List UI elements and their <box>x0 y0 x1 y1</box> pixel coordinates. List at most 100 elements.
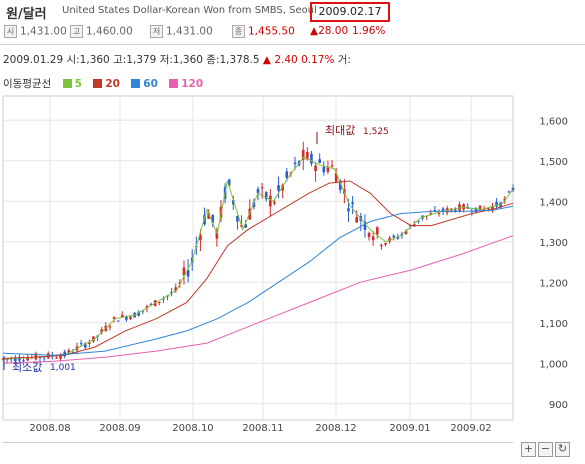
candle-body <box>145 306 149 309</box>
candle-body <box>260 187 264 189</box>
candle-body <box>162 298 165 300</box>
legend-swatch-5 <box>62 79 72 88</box>
info-high: 1,379 <box>126 54 157 66</box>
candle-body <box>338 180 342 190</box>
candle-body <box>34 353 38 360</box>
candle-body <box>301 149 305 160</box>
zoom-out-button[interactable]: − <box>538 442 553 457</box>
plot-area <box>2 95 514 421</box>
candle-body <box>499 202 502 208</box>
candle-body <box>408 225 412 227</box>
x-tick-label: 2008.12 <box>315 423 356 434</box>
change-pct-value: 1.96% <box>352 25 386 37</box>
reset-button[interactable]: ↻ <box>555 442 570 457</box>
header-bar: 원/달러 United States Dollar-Korean Won fro… <box>0 0 585 22</box>
x-tick-label: 2008.11 <box>242 423 283 434</box>
candle-body <box>170 292 173 294</box>
candle-body <box>186 269 190 277</box>
legend-label-5[interactable]: 5 <box>74 78 82 90</box>
candle-body <box>347 208 350 212</box>
ma-line-20 <box>2 180 514 359</box>
candle-body <box>264 192 268 200</box>
x-tick-label: 2009.01 <box>389 423 430 434</box>
candle-body <box>396 237 400 239</box>
candle-body <box>306 151 309 160</box>
moving-average-lines <box>2 156 514 364</box>
info-volume-label: 거: <box>337 54 351 66</box>
moving-average-legend: 이동평균선 5 20 60 120 <box>3 76 203 91</box>
open-icon: 시 <box>4 25 17 38</box>
candle-body <box>14 357 17 362</box>
info-close: 1,378.5 <box>219 54 260 66</box>
candle-body <box>462 204 465 210</box>
ma-line-120 <box>2 235 514 364</box>
candle-body <box>367 232 371 238</box>
y-tick-label: 1,000 <box>539 359 568 370</box>
info-low: 1,360 <box>172 54 203 66</box>
info-change: ▲ 2.40 <box>262 54 298 66</box>
candle-body <box>67 350 71 354</box>
candle-body <box>26 358 29 361</box>
legend-label-120[interactable]: 120 <box>181 78 204 90</box>
candle-body <box>281 184 284 191</box>
candle-body <box>384 243 387 245</box>
candle-body <box>474 207 478 213</box>
zoom-in-button[interactable]: + <box>521 442 536 457</box>
candle-body <box>293 162 297 165</box>
candle-body <box>88 342 91 344</box>
legend-label-20[interactable]: 20 <box>105 78 120 90</box>
chart-title: 원/달러 <box>6 7 47 22</box>
ma-line-5 <box>2 156 514 360</box>
candle-body <box>314 165 317 172</box>
candle-body <box>18 356 21 361</box>
candle-body <box>507 191 511 193</box>
candle-body <box>478 205 482 211</box>
time-scrollbar[interactable] <box>3 442 513 455</box>
candle-body <box>404 231 408 234</box>
change-value: ▲28.00 <box>310 25 349 37</box>
candle-body <box>310 153 313 164</box>
candle-body <box>482 208 486 211</box>
info-high-label: 고: <box>113 54 127 66</box>
y-tick-label: 900 <box>549 400 568 411</box>
candle-body <box>330 165 334 167</box>
candle-body <box>318 159 321 163</box>
y-tick-label: 1,100 <box>539 319 568 330</box>
legend-label-60[interactable]: 60 <box>143 78 158 90</box>
candle-body <box>355 217 359 223</box>
x-tick-label: 2009.02 <box>450 423 491 434</box>
candle-body <box>380 245 383 247</box>
candle-body <box>79 343 83 345</box>
candle-body <box>199 234 202 241</box>
candle-body <box>125 316 128 320</box>
candle-body <box>137 311 141 316</box>
candle-body <box>495 201 498 207</box>
info-open-label: 시: <box>66 54 80 66</box>
open-quote: 시 1,431.00 <box>4 25 67 38</box>
candle-body <box>157 302 161 304</box>
low-icon: 저 <box>150 25 163 38</box>
current-date-box[interactable]: 2009.02.17 <box>310 2 390 22</box>
close-icon: 종 <box>232 25 245 38</box>
legend-swatch-60 <box>131 79 141 88</box>
candle-body <box>227 179 231 186</box>
low-quote: 저 1,431.00 <box>150 25 213 38</box>
candle-body <box>334 173 338 182</box>
hover-info-line: 2009.01.29 시:1,360 고:1,379 저:1,360 종:1,3… <box>3 52 351 67</box>
candle-body <box>92 336 95 342</box>
candle-body <box>269 195 272 207</box>
y-tick-label: 1,300 <box>539 238 568 249</box>
candle-body <box>252 202 256 208</box>
candle-body <box>174 287 178 292</box>
candle-body <box>375 227 379 235</box>
header-divider <box>0 44 585 45</box>
min-value: 1,001 <box>50 363 76 373</box>
high-value: 1,460.00 <box>86 25 133 38</box>
candle-body <box>129 316 132 319</box>
candle-body <box>141 310 145 312</box>
info-close-label: 종: <box>206 54 220 66</box>
candle-body <box>149 303 153 305</box>
legend-swatch-20 <box>93 79 103 88</box>
candle-body <box>392 235 396 238</box>
